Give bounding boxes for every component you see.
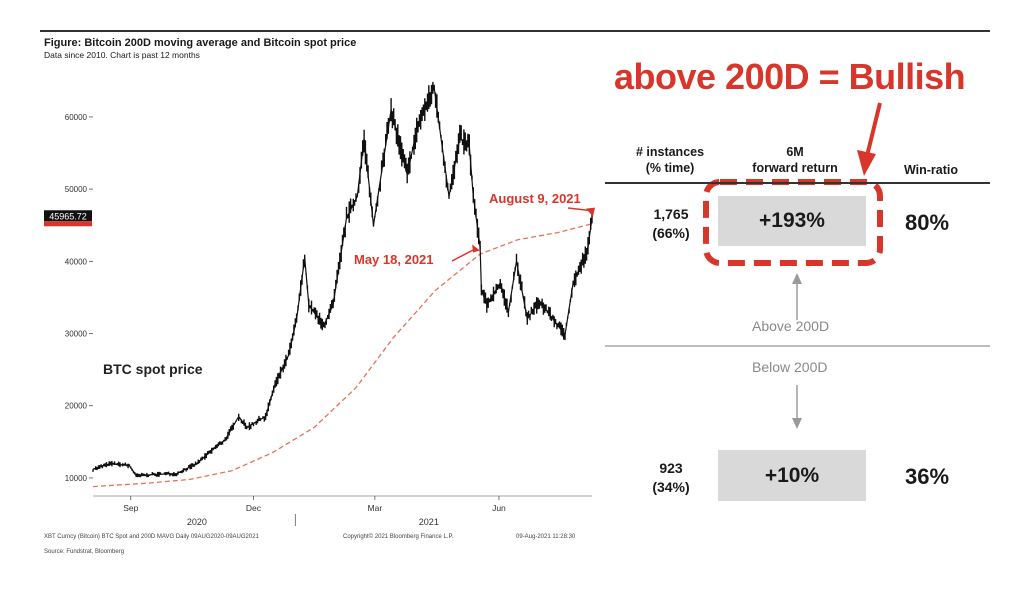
last-price-tag [44,210,92,222]
chart-grid [89,116,592,526]
below-winratio: 36% [905,464,950,489]
y-tick-label: 40000 [65,257,88,266]
headline-arrow-shaft [864,102,882,161]
ma-200d-line [92,223,593,488]
august-9-arrowhead [586,207,595,217]
header-return-line1: 6M [786,145,804,159]
header-divider [605,182,990,184]
x-tick-label: Dec [246,503,262,513]
y-tick-label: 50000 [65,185,88,194]
below-instances-cell: 923 (34%) [636,459,706,497]
above-below-divider [605,345,990,347]
above-return-cell: +193% [718,196,866,246]
chart-footer-timestamp: 09-Aug-2021 11:28:30 [516,534,576,540]
header-winratio: Win-ratio [903,163,959,177]
below-200d-label: Below 200D [752,359,828,375]
header-instances-line1: # instances [635,145,705,159]
chart-footer-copyright: Copyright© 2021 Bloomberg Finance L.P. [343,534,454,540]
above-instances: 1,765 [653,206,689,222]
x-tick-label: Sep [123,503,138,513]
bullish-headline: above 200D = Bullish [614,56,966,97]
below-pct: (34%) [652,479,690,495]
year-label: 2021 [419,517,439,527]
btc-spot-price-label: BTC spot price [103,361,203,377]
chart-footer-left: XBT Curncy (Bitcoin) BTC Spot and 200D M… [44,534,259,540]
above-200d-label: Above 200D [752,318,830,334]
above-instances-cell: 1,765 (66%) [636,205,706,243]
may-18-arrowhead [472,244,481,253]
figure-subtitle: Data since 2010. Chart is past 12 months [44,50,200,60]
may-18-arrow [451,247,477,262]
btc-spot-line [92,85,593,477]
august-9-arrow [567,207,592,212]
x-tick-label: Mar [368,503,383,513]
header-return: 6M forward return [730,144,860,176]
y-tick-label: 60000 [65,113,88,122]
below-instances: 923 [659,460,683,476]
chart-labels: 10000 20000 30000 40000 50000 60000 Sep Dec Mar J… [49,113,581,527]
highlight-dashed-box [703,179,883,266]
y-tick-label: 20000 [65,402,88,411]
year-label: 2020 [187,517,207,527]
above-winratio: 80% [905,210,950,235]
may-18-label: May 18, 2021 [354,252,434,267]
down-arrow-head [792,418,802,429]
source-note: Source: Fundstrat, Bloomberg [44,549,125,555]
figure-title: Figure: Bitcoin 200D moving average and … [44,37,357,49]
header-instances-line2: (% time) [645,161,695,175]
last-price-label: 45965.72 [49,211,87,221]
ma-price-tag [44,221,92,227]
august-9-label: August 9, 2021 [489,191,581,206]
x-tick-label: Jun [492,503,506,513]
chart-marks [44,81,595,488]
y-tick-label: 10000 [65,474,88,483]
above-pct: (66%) [652,225,690,241]
top-rule [40,30,990,32]
header-instances: # instances (% time) [630,144,710,176]
headline-arrow-head [857,150,876,176]
up-arrow-head [792,273,802,284]
below-return-cell: +10% [718,450,866,501]
y-tick-label: 30000 [65,330,88,339]
header-return-line2: forward return [752,161,838,175]
